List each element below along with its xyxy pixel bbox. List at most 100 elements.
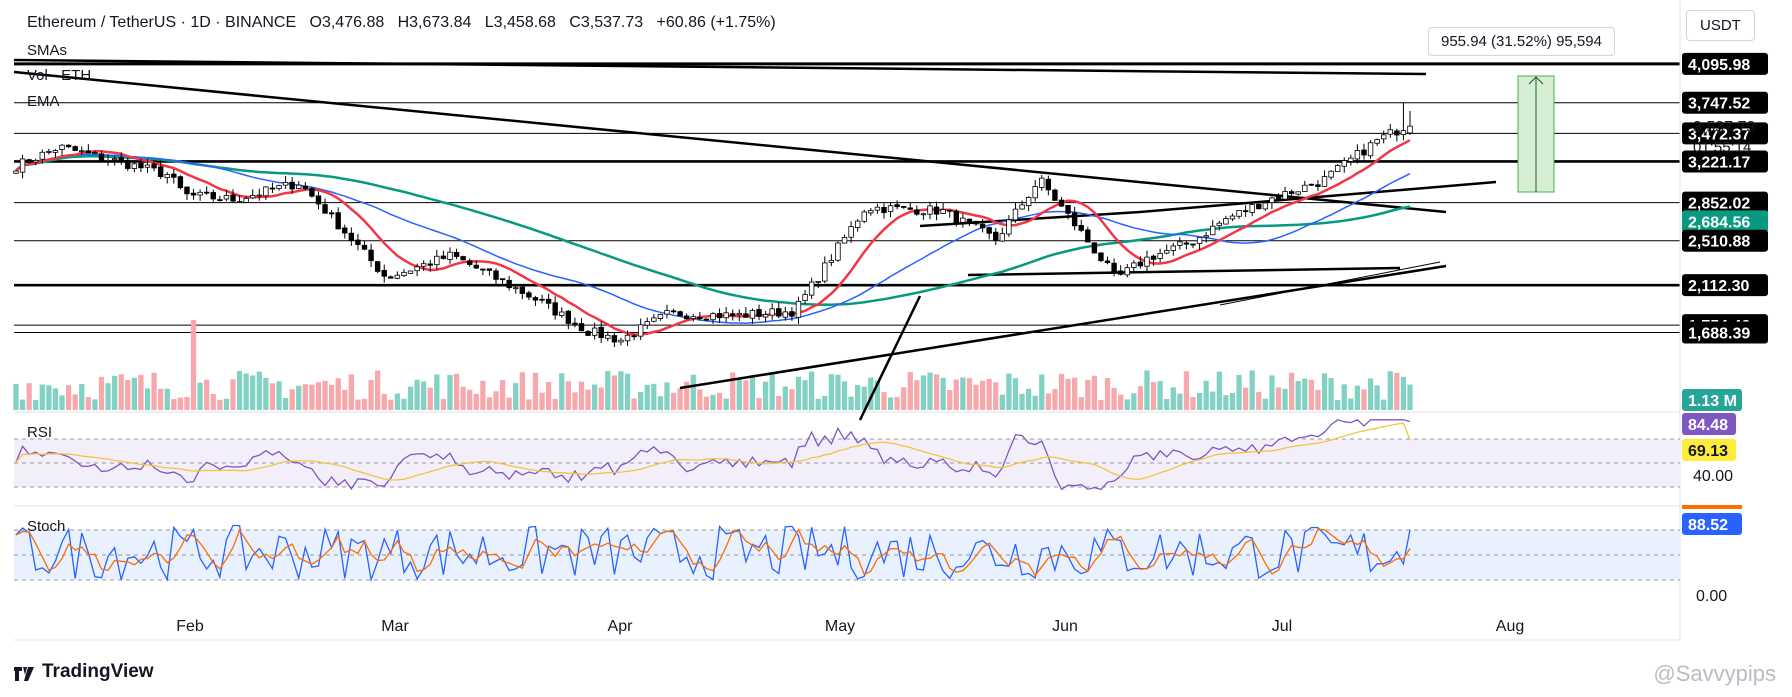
candle <box>993 228 999 246</box>
candle-body <box>1354 150 1361 160</box>
volume-bar <box>716 392 723 410</box>
volume-bar <box>204 379 210 410</box>
volume-bar <box>1111 387 1117 410</box>
candle <box>1275 193 1282 201</box>
candle <box>171 169 177 184</box>
candle <box>999 227 1006 243</box>
rsi-ma-label: 69.13 <box>1682 439 1736 461</box>
price-label-text: 2,510.88 <box>1688 234 1750 251</box>
volume-bar <box>453 373 460 410</box>
volume-bar <box>1196 392 1203 410</box>
indicator-ema[interactable]: EMA <box>27 93 60 110</box>
candle-body <box>1374 139 1380 144</box>
volume-bar <box>1256 391 1262 410</box>
candle <box>605 331 611 342</box>
interval: 1D <box>190 14 211 31</box>
candle <box>1302 180 1308 192</box>
candle-body <box>1315 184 1321 187</box>
volume-bar <box>710 394 716 410</box>
price-axis[interactable]: 4,095.98 3,747.52 3,472.37 3,221.17 2,852.02… <box>1682 52 1768 605</box>
candle-body <box>822 262 828 282</box>
currency-button[interactable]: USDT <box>1686 10 1755 41</box>
volume-bar <box>1039 374 1045 410</box>
candle <box>1170 243 1176 256</box>
candle <box>1190 243 1196 249</box>
sma-slow-line <box>15 154 1411 306</box>
candle-body <box>1019 204 1025 210</box>
volume-bar <box>1104 378 1111 410</box>
candle <box>46 148 52 155</box>
price-label-bg <box>1682 229 1768 252</box>
rsi-line <box>15 419 1411 491</box>
candle-body <box>986 227 992 234</box>
candle <box>348 227 355 246</box>
measure-tooltip: 955.94 (31.52%) 95,594 <box>1428 27 1615 56</box>
stoch-label[interactable]: Stoch <box>27 518 66 535</box>
symbol-name[interactable]: Ethereum / TetherUS <box>27 14 177 31</box>
volume-bar <box>1058 373 1065 410</box>
volume-bar <box>789 389 795 410</box>
rsi-label[interactable]: RSI <box>27 424 53 441</box>
volume-bar <box>480 380 486 410</box>
candle <box>328 210 335 219</box>
tradingview-logo[interactable]: TradingView <box>14 661 154 683</box>
candle-body <box>999 233 1006 242</box>
volume-bar <box>815 398 821 410</box>
volume-bar <box>158 388 164 410</box>
candle-body <box>302 185 309 190</box>
candle <box>782 306 789 321</box>
candle <box>217 195 223 202</box>
candle-body <box>190 192 197 196</box>
volume-bar <box>1137 386 1144 410</box>
candle-body <box>420 263 427 267</box>
candle-body <box>394 274 401 279</box>
volume-bar <box>769 373 775 410</box>
candle-body <box>670 310 677 313</box>
volume-bar <box>131 377 137 410</box>
candle <box>868 208 874 216</box>
candle <box>506 276 512 291</box>
candle-body <box>342 227 348 234</box>
volume-bars <box>13 320 1413 410</box>
candle-body <box>664 310 670 315</box>
candle-body <box>618 339 624 343</box>
candle-body <box>854 220 861 228</box>
indicator-volume[interactable]: Vol · ETH <box>27 67 92 84</box>
candle-body <box>710 313 716 321</box>
candle <box>1216 220 1223 231</box>
candle-body <box>953 210 959 224</box>
volume-bar <box>578 381 585 410</box>
price-label-text: 3,747.52 <box>1688 96 1750 113</box>
candlesticks <box>13 102 1413 348</box>
volume-bar <box>1394 372 1400 410</box>
volume-bar <box>39 384 45 410</box>
measure-tool[interactable] <box>1517 75 1555 193</box>
trend-line <box>967 266 1401 277</box>
candle <box>743 307 749 318</box>
candle-body <box>1065 204 1071 214</box>
candle <box>716 308 723 323</box>
rsi-ma-line <box>15 422 1411 481</box>
price-label-text: 2,684.56 <box>1688 214 1750 231</box>
candle-body <box>1223 218 1229 225</box>
candle-body <box>795 300 802 318</box>
rsi-value-label: 84.48 <box>1682 413 1736 435</box>
candle-body <box>1131 262 1137 268</box>
volume-bar <box>177 397 184 410</box>
candle <box>236 195 243 203</box>
candle-body <box>532 297 539 301</box>
volume-bar <box>677 388 683 410</box>
volume-bar <box>756 397 762 410</box>
indicator-smas[interactable]: SMAs <box>27 42 68 59</box>
volume-label: 1.13 M <box>1682 389 1742 411</box>
candle-body <box>1177 241 1183 246</box>
candle <box>1196 236 1203 250</box>
volume-bar <box>230 379 236 410</box>
volume-bar <box>118 374 124 410</box>
measure-arrow-head <box>1528 76 1544 85</box>
time-axis[interactable]: Feb Mar Apr May Jun Jul Aug <box>14 618 1680 641</box>
volume-bar <box>1262 398 1268 410</box>
volume-bar <box>72 394 78 410</box>
volume-bar <box>868 377 874 410</box>
